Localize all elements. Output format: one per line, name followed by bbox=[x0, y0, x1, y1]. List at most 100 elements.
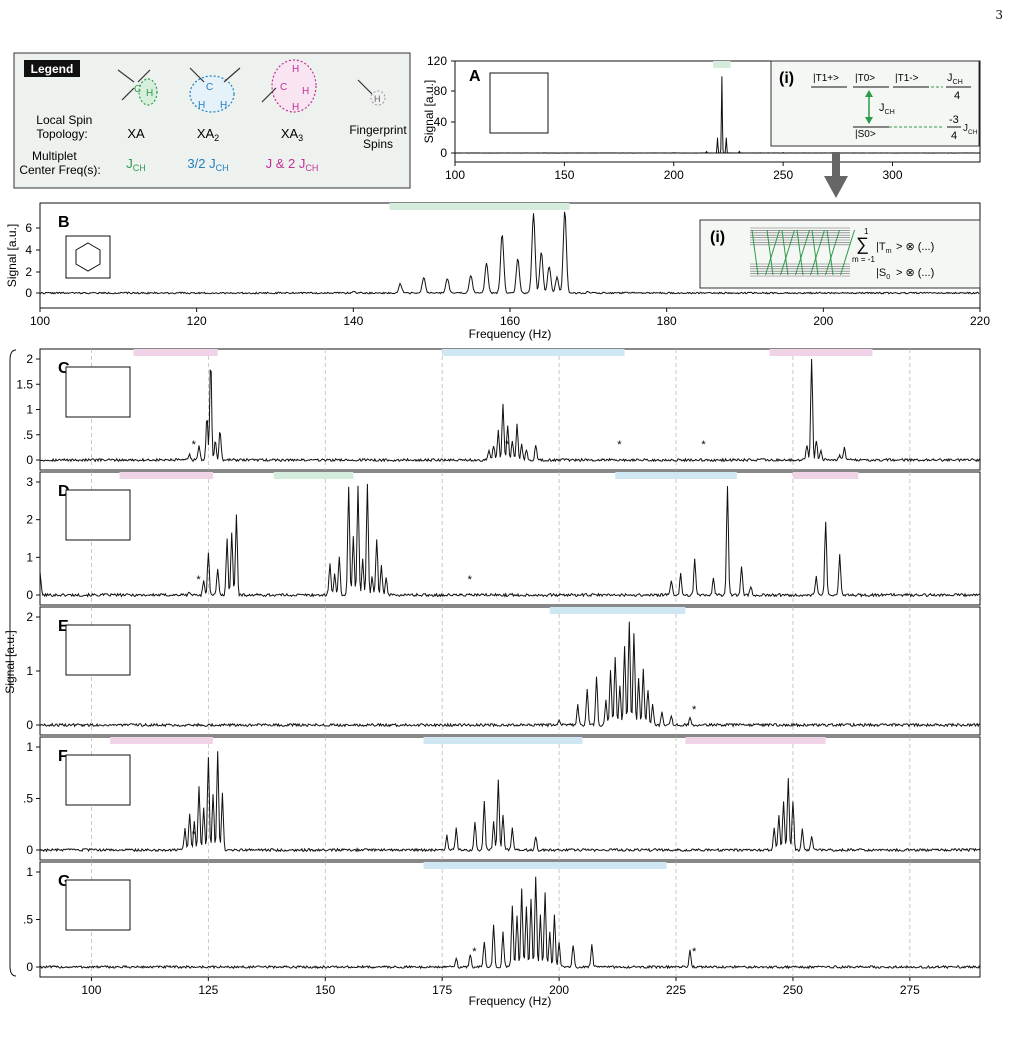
panel-b-xtick: 220 bbox=[970, 314, 990, 328]
panel-b-xtick: 200 bbox=[813, 314, 833, 328]
svg-text:H: H bbox=[198, 100, 205, 111]
panel-ytick: .5 bbox=[23, 792, 33, 806]
manifold-transition-arrow bbox=[810, 229, 825, 276]
panel-a-ytick: 0 bbox=[440, 146, 447, 160]
highlight-band-magenta bbox=[119, 472, 214, 479]
legend-row-freq: Multiplet Center Freq(s): bbox=[19, 149, 100, 177]
spectrum-line-d bbox=[39, 483, 981, 598]
panel-ytick: 0 bbox=[26, 453, 33, 467]
panel-b-label: B bbox=[58, 214, 70, 231]
panel-a-xtick: 150 bbox=[554, 168, 574, 182]
impurity-star-marker: * bbox=[692, 704, 697, 716]
panel-ytick: 0 bbox=[26, 588, 33, 602]
spectrum-line-f bbox=[39, 751, 981, 853]
panel-b-ytick: 6 bbox=[25, 221, 32, 235]
panel-ytick: 1 bbox=[26, 740, 33, 754]
panel-b-xtick: 180 bbox=[657, 314, 677, 328]
impurity-star-marker: * bbox=[192, 829, 197, 841]
xa2-topology-icon: C H H bbox=[189, 67, 241, 113]
panel-a-xtick: 300 bbox=[882, 168, 902, 182]
legend-row-topology-l2: Topology: bbox=[36, 127, 87, 141]
group-xtick: 275 bbox=[900, 983, 920, 997]
svg-text:H: H bbox=[292, 64, 299, 75]
panel-ytick: 0 bbox=[26, 960, 33, 974]
triplet-state-label: |T0> bbox=[855, 73, 875, 84]
group-xtick: 125 bbox=[198, 983, 218, 997]
sum-term: |Tm bbox=[876, 241, 892, 255]
panel-a-jch-top: JCH bbox=[947, 72, 963, 86]
highlight-band-blue bbox=[549, 607, 686, 614]
highlight-band-blue bbox=[442, 349, 625, 356]
spectrum-line-g bbox=[39, 876, 981, 970]
highlight-band-magenta bbox=[110, 737, 214, 744]
group-xlabel: Frequency (Hz) bbox=[469, 994, 552, 1008]
panel-ytick: 1 bbox=[26, 550, 33, 564]
group-xtick: 150 bbox=[315, 983, 335, 997]
panel-b-ytick: 0 bbox=[25, 286, 32, 300]
structure-box bbox=[65, 489, 131, 541]
spectrum-line-e bbox=[39, 621, 981, 728]
legend-row-freq-l1: Multiplet bbox=[32, 149, 77, 163]
panel-b-manifold-inset bbox=[699, 219, 981, 289]
spectrum-line-c bbox=[39, 358, 981, 463]
group-bracket bbox=[9, 349, 17, 977]
panel-b-ylabel: Signal [a.u.] bbox=[5, 224, 19, 287]
panel-e: 0 1 2 E * bbox=[26, 606, 981, 736]
fingerprint-spin-icon: H bbox=[357, 79, 386, 106]
manifold-transition-arrow bbox=[751, 229, 759, 276]
group-xtick: 200 bbox=[549, 983, 569, 997]
impurity-star-marker: * bbox=[701, 439, 706, 451]
panel-a-xtick: 200 bbox=[664, 168, 684, 182]
legend-freq-xa2: 3/2 JCH bbox=[187, 156, 228, 173]
highlight-band-magenta bbox=[133, 349, 218, 356]
legend-freq-xa3: J & 2 JCH bbox=[266, 156, 319, 173]
group-xtick: 250 bbox=[783, 983, 803, 997]
impurity-star-marker: * bbox=[468, 574, 473, 586]
down-arrow-icon bbox=[824, 152, 848, 198]
legend-topology-xa2: XA2 bbox=[197, 126, 219, 143]
panel-ytick: 0 bbox=[26, 718, 33, 732]
panel-a-label: A bbox=[469, 68, 481, 85]
panel-a-ytick: 120 bbox=[427, 54, 447, 68]
panel-frame bbox=[39, 348, 981, 471]
manifold-transition-arrow bbox=[781, 229, 789, 276]
panel-label: E bbox=[58, 618, 69, 635]
panel-b-ytick: 4 bbox=[25, 243, 32, 257]
legend-row-topology-l1: Local Spin bbox=[36, 113, 92, 127]
panel-b-xtick: 140 bbox=[343, 314, 363, 328]
manifold-transition-arrow bbox=[766, 229, 774, 276]
triplet-state-label: |T1-> bbox=[895, 73, 919, 84]
impurity-star-marker: * bbox=[472, 946, 477, 958]
panel-label: D bbox=[58, 483, 70, 500]
svg-text:C: C bbox=[206, 82, 213, 93]
legend-topology-xa3: XA3 bbox=[281, 126, 303, 143]
panel-frame bbox=[39, 736, 981, 861]
highlight-band-magenta bbox=[769, 349, 873, 356]
panel-b-inset-label: (i) bbox=[710, 229, 725, 246]
legend-freq-xa: JCH bbox=[126, 156, 146, 173]
manifold-transition-arrow bbox=[840, 229, 855, 276]
panel-b: 0 2 4 6 100 120 140 160 180 200 220 Frequency (Hz) S… bbox=[5, 202, 990, 341]
highlight-band-green bbox=[273, 472, 354, 479]
svg-text:C: C bbox=[280, 82, 287, 93]
panel-ytick: 1.5 bbox=[16, 377, 33, 391]
panel-b-xtick: 120 bbox=[187, 314, 207, 328]
triplet-state-label: |T1+> bbox=[813, 73, 839, 84]
manifold-transition-arrow bbox=[796, 229, 804, 276]
panel-b-xtick: 100 bbox=[30, 314, 50, 328]
impurity-star-marker: * bbox=[192, 439, 197, 451]
legend-box: Legend C H C H H C H H H H L bbox=[13, 52, 411, 189]
panel-a-xtick: 100 bbox=[445, 168, 465, 182]
spectrum-line-a bbox=[455, 76, 981, 154]
legend-fingerprint: Fingerprint Spins bbox=[349, 123, 407, 151]
svg-text:H: H bbox=[220, 100, 227, 111]
highlight-band-blue bbox=[423, 737, 583, 744]
impurity-star-marker: * bbox=[617, 439, 622, 451]
panel-frame bbox=[39, 471, 981, 606]
highlight-band-magenta bbox=[685, 737, 826, 744]
panel-ytick: 1 bbox=[26, 865, 33, 879]
panel-ytick: .5 bbox=[23, 913, 33, 927]
panel-a-jch-top-den: 4 bbox=[954, 90, 960, 102]
legend-row-freq-l2: Center Freq(s): bbox=[19, 163, 100, 177]
